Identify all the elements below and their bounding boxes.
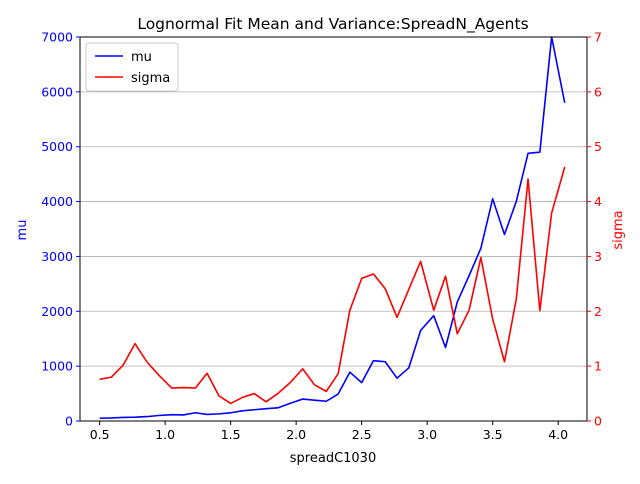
right-y-tick-label-6: 6 [594, 84, 602, 99]
x-tick-label-6: 3.5 [483, 427, 503, 442]
legend-label-sigma: sigma [131, 71, 170, 86]
chart-title: Lognormal Fit Mean and Variance:SpreadN_… [137, 15, 528, 34]
series-line-mu [99, 36, 566, 420]
x-tick-label-4: 2.5 [352, 427, 372, 442]
right-y-tick-label-0: 0 [594, 414, 602, 429]
axes [79, 36, 588, 422]
x-tick-label-5: 3.0 [417, 427, 437, 442]
left-y-axis-ticks: 0 1000 2000 3000 4000 5000 6000 7000 [41, 30, 80, 429]
legend-label-mu: mu [131, 50, 152, 65]
legend: mu sigma [85, 42, 179, 92]
right-y-tick-label-2: 2 [594, 304, 602, 319]
x-tick-label-2: 1.5 [221, 427, 241, 442]
right-y-tick-label-4: 4 [594, 194, 602, 209]
x-tick-label-0: 0.5 [90, 427, 110, 442]
left-y-tick-label-1: 1000 [41, 359, 73, 374]
left-y-axis-label: mu [15, 220, 30, 241]
x-axis-ticks: 0.5 1.0 1.5 2.0 2.5 3.0 3.5 4.0 [90, 421, 568, 442]
left-y-tick-label-7: 7000 [41, 30, 73, 45]
left-y-tick-label-0: 0 [65, 414, 73, 429]
x-axis-label: spreadC1030 [290, 451, 376, 466]
right-y-tick-label-1: 1 [594, 359, 602, 374]
left-y-tick-label-5: 5000 [41, 139, 73, 154]
x-tick-label-7: 4.0 [548, 427, 568, 442]
series-line-sigma [99, 166, 566, 405]
right-y-tick-label-7: 7 [594, 30, 602, 45]
left-y-tick-label-4: 4000 [41, 194, 73, 209]
right-y-axis-ticks: 0 1 2 3 4 5 6 7 [587, 30, 602, 429]
legend-frame [85, 42, 179, 92]
right-y-tick-label-3: 3 [594, 249, 602, 264]
right-y-tick-label-5: 5 [594, 139, 602, 154]
left-y-tick-label-6: 6000 [41, 84, 73, 99]
right-y-axis-label: sigma [611, 210, 626, 249]
left-y-tick-label-2: 2000 [41, 304, 73, 319]
x-tick-label-3: 2.0 [286, 427, 306, 442]
left-y-tick-label-3: 3000 [41, 249, 73, 264]
x-tick-label-1: 1.0 [155, 427, 175, 442]
series-lines [99, 36, 566, 420]
